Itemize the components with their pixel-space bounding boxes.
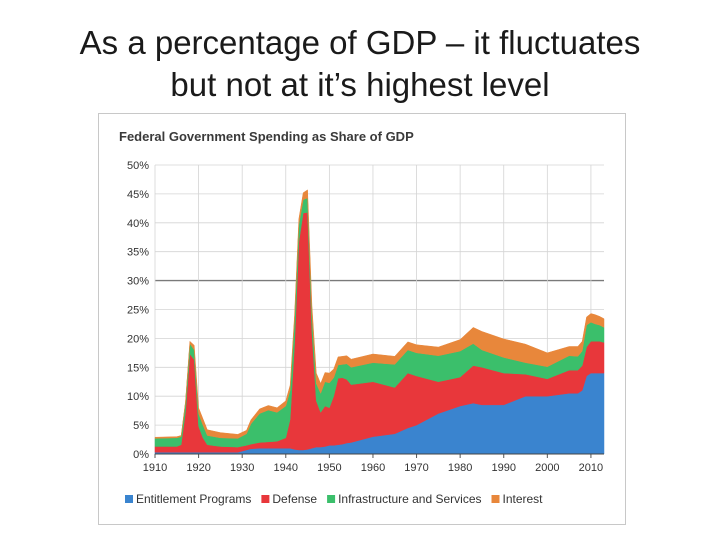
legend-label-defense: Defense — [272, 492, 317, 506]
slide-title-line-2: but not at it’s highest level — [170, 66, 550, 103]
x-tick-label-1910: 1910 — [143, 462, 167, 474]
y-tick-label-0: 0% — [133, 449, 149, 461]
y-tick-label-20: 20% — [127, 333, 149, 345]
y-tick-label-25: 25% — [127, 305, 149, 317]
legend-label-infrastructure-and-services: Infrastructure and Services — [338, 492, 481, 506]
y-tick-label-15: 15% — [127, 362, 149, 374]
area-series — [154, 189, 605, 455]
x-tick-label-1980: 1980 — [448, 462, 472, 474]
y-tick-label-35: 35% — [127, 247, 149, 259]
y-tick-label-50: 50% — [127, 160, 149, 172]
x-tick-label-1960: 1960 — [361, 462, 385, 474]
legend-swatch-infrastructure-and-services — [327, 495, 336, 503]
y-tick-label-40: 40% — [127, 218, 149, 230]
x-tick-label-2010: 2010 — [579, 462, 603, 474]
area-interest — [154, 189, 605, 439]
x-tick-label-1940: 1940 — [274, 462, 298, 474]
legend: Entitlement Programs Defense Infrastructur… — [125, 492, 543, 506]
y-tick-label-10: 10% — [127, 391, 149, 403]
x-tick-label-1970: 1970 — [404, 462, 428, 474]
stacked-area-chart: Federal Government Spending as Share of … — [119, 129, 605, 506]
y-tick-label-45: 45% — [127, 189, 149, 201]
x-tick-label-1990: 1990 — [491, 462, 515, 474]
x-tick-label-1950: 1950 — [317, 462, 341, 474]
x-tick-label-1920: 1920 — [186, 462, 210, 474]
legend-label-entitlement-programs: Entitlement Programs — [136, 492, 251, 506]
legend-label-interest: Interest — [503, 492, 544, 506]
chart-frame: Federal Government Spending as Share of … — [98, 113, 626, 525]
slide-title-line-1: As a percentage of GDP – it fluctuates — [79, 24, 641, 61]
axes: 0% 5% 10% 15% 20% 25% 30% 35% 40% 45% 50% 1910 1920 1… — [127, 160, 604, 474]
slide-title: As a percentage of GDP – it fluctuates b… — [20, 22, 700, 106]
legend-swatch-entitlement-programs — [125, 495, 133, 503]
x-tick-label-2000: 2000 — [535, 462, 559, 474]
x-tick-label-1930: 1930 — [230, 462, 254, 474]
y-tick-label-5: 5% — [133, 420, 149, 432]
legend-swatch-defense — [261, 495, 270, 503]
y-tick-label-30: 30% — [127, 276, 149, 288]
legend-swatch-interest — [491, 495, 500, 503]
chart-title: Federal Government Spending as Share of … — [119, 129, 414, 144]
